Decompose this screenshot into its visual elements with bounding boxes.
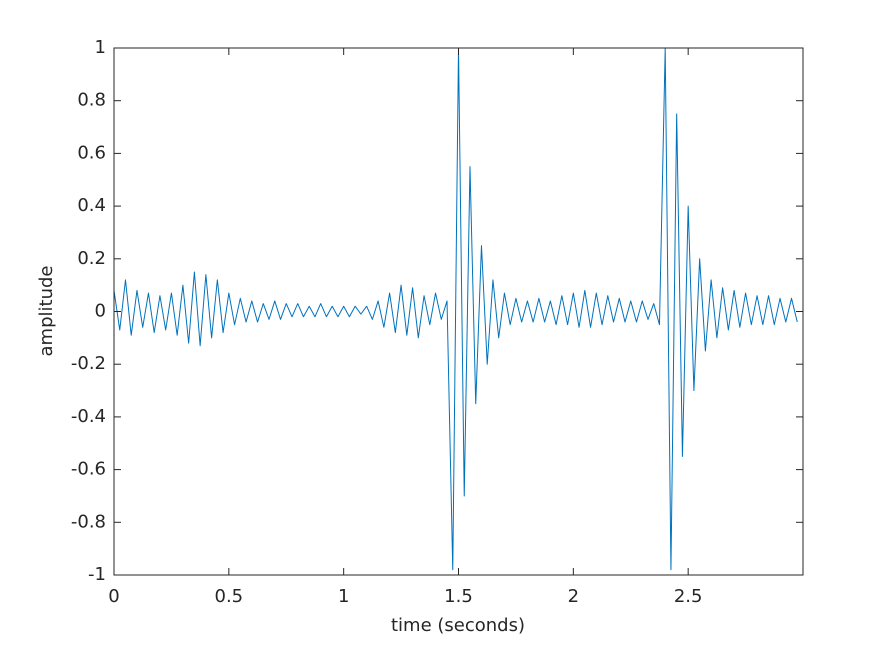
y-axis-label: amplitude [36, 266, 57, 357]
y-tick-label: 0.6 [77, 142, 106, 163]
x-tick-label: 2 [568, 586, 579, 607]
y-tick-label: -1 [88, 564, 106, 585]
x-tick-label: 1 [338, 586, 349, 607]
y-tick-label: 0 [95, 301, 106, 322]
plot-area [114, 48, 803, 575]
y-tick-label: 0.8 [77, 90, 106, 111]
x-tick-label: 2.5 [674, 586, 703, 607]
x-tick-label: 0.5 [215, 586, 244, 607]
y-tick-label: -0.4 [71, 406, 106, 427]
y-tick-label: 0.2 [77, 248, 106, 269]
y-tick-label: -0.6 [71, 459, 106, 480]
y-tick-label: 0.4 [77, 195, 106, 216]
data-line [113, 47, 798, 571]
y-tick-label: -0.2 [71, 353, 106, 374]
y-tick-label: 1 [95, 37, 106, 58]
y-tick-label: -0.8 [71, 511, 106, 532]
x-tick-label: 1.5 [444, 586, 473, 607]
x-tick-label: 0 [108, 586, 119, 607]
x-axis-label: time (seconds) [391, 615, 525, 636]
